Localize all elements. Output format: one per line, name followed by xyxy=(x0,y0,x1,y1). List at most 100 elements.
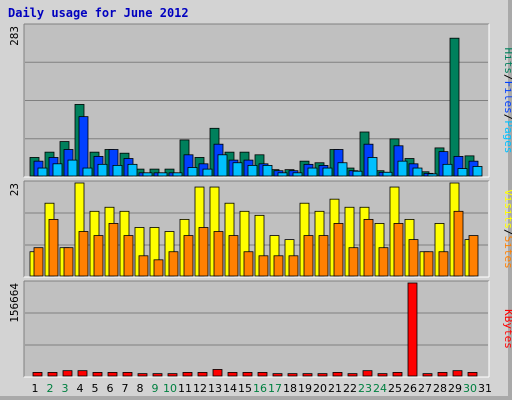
x-tick-label-6: 6 xyxy=(107,382,114,395)
legend-sites: Sites xyxy=(502,236,512,269)
bar-kbytes-day-7 xyxy=(122,372,133,377)
bar-sites-day-25 xyxy=(393,223,404,277)
bar-sites-day-24 xyxy=(378,247,389,277)
bar-pages-day-26 xyxy=(412,167,423,177)
x-tick-label-27: 27 xyxy=(418,382,432,395)
x-tick-label-7: 7 xyxy=(122,382,129,395)
bar-sites-day-12 xyxy=(198,227,209,277)
bar-kbytes-day-30 xyxy=(467,372,478,377)
legend-separator: / xyxy=(502,114,512,121)
bar-pages-day-2 xyxy=(52,163,63,177)
bar-pages-day-25 xyxy=(397,160,408,177)
bar-pages-day-16 xyxy=(262,164,273,177)
x-tick-label-2: 2 xyxy=(47,382,54,395)
bar-pages-day-30 xyxy=(472,166,483,177)
legend-visits: Visits xyxy=(502,189,512,229)
bar-pages-day-29 xyxy=(457,168,468,177)
x-tick-label-10: 10 xyxy=(163,382,177,395)
x-tick-label-18: 18 xyxy=(283,382,297,395)
legend-pages: Pages xyxy=(502,120,512,153)
bar-sites-day-17 xyxy=(273,255,284,277)
bar-pages-day-6 xyxy=(112,164,123,177)
bar-pages-day-22 xyxy=(352,170,363,177)
x-tick-label-3: 3 xyxy=(62,382,69,395)
bar-kbytes-day-8 xyxy=(137,373,148,377)
bar-pages-day-8 xyxy=(142,172,153,177)
bar-pages-day-5 xyxy=(97,163,108,177)
bar-pages-day-9 xyxy=(157,172,168,177)
bar-kbytes-day-4 xyxy=(77,370,88,377)
bar-sites-day-10 xyxy=(168,251,179,277)
legend-separator: / xyxy=(502,229,512,236)
bar-kbytes-day-15 xyxy=(242,372,253,377)
bar-kbytes-day-25 xyxy=(392,372,403,377)
bar-kbytes-day-9 xyxy=(152,373,163,377)
legend-2: Visits/Sites xyxy=(502,189,512,269)
bar-sites-day-16 xyxy=(258,255,269,277)
bar-kbytes-day-27 xyxy=(422,373,433,377)
x-tick-label-11: 11 xyxy=(178,382,192,395)
bar-pages-day-13 xyxy=(217,154,228,177)
x-tick-label-12: 12 xyxy=(193,382,207,395)
x-tick-label-24: 24 xyxy=(373,382,387,395)
bar-kbytes-day-6 xyxy=(107,372,118,377)
bar-sites-day-28 xyxy=(438,251,449,277)
bar-sites-day-6 xyxy=(108,223,119,277)
bar-sites-day-14 xyxy=(228,235,239,277)
bar-pages-day-10 xyxy=(172,172,183,177)
x-tick-label-26: 26 xyxy=(403,382,417,395)
chart-title: Daily usage for June 2012 xyxy=(8,6,189,20)
bar-sites-day-18 xyxy=(288,255,299,277)
legend-1: Hits/Files/Pages xyxy=(502,48,512,154)
x-tick-label-13: 13 xyxy=(208,382,222,395)
bar-sites-day-8 xyxy=(138,255,149,277)
bar-sites-day-22 xyxy=(348,247,359,277)
bar-pages-day-24 xyxy=(382,171,393,177)
bar-sites-day-15 xyxy=(243,251,254,277)
x-tick-label-16: 16 xyxy=(253,382,267,395)
bar-sites-day-9 xyxy=(153,259,164,277)
bar-kbytes-day-29 xyxy=(452,370,463,377)
x-tick-label-5: 5 xyxy=(92,382,99,395)
bar-sites-day-7 xyxy=(123,235,134,277)
x-tick-label-30: 30 xyxy=(463,382,477,395)
x-tick-label-15: 15 xyxy=(238,382,252,395)
bar-pages-day-27 xyxy=(427,173,438,177)
bar-kbytes-day-10 xyxy=(167,373,178,377)
bar-kbytes-day-22 xyxy=(347,373,358,377)
x-tick-label-17: 17 xyxy=(268,382,282,395)
bar-sites-day-13 xyxy=(213,231,224,277)
bar-sites-day-26 xyxy=(408,239,419,277)
x-tick-label-23: 23 xyxy=(358,382,372,395)
bar-pages-day-4 xyxy=(82,167,93,177)
bar-kbytes-day-26 xyxy=(407,282,418,377)
bar-kbytes-day-5 xyxy=(92,372,103,377)
bar-kbytes-day-23 xyxy=(362,370,373,377)
bar-pages-day-28 xyxy=(442,163,453,177)
bar-hits-day-29 xyxy=(449,37,460,177)
x-tick-label-9: 9 xyxy=(152,382,159,395)
bar-kbytes-day-21 xyxy=(332,372,343,377)
bar-pages-day-7 xyxy=(127,163,138,177)
bar-pages-day-3 xyxy=(67,159,78,177)
bar-sites-day-19 xyxy=(303,235,314,277)
legend-files: Files xyxy=(502,81,512,114)
bar-pages-day-15 xyxy=(247,164,258,177)
bar-kbytes-day-13 xyxy=(212,369,223,377)
bar-kbytes-day-3 xyxy=(62,370,73,377)
bar-pages-day-18 xyxy=(292,172,303,177)
bar-pages-day-1 xyxy=(37,167,48,177)
y-max-label: 283 xyxy=(8,26,21,46)
legend-3: KBytes xyxy=(502,309,512,349)
x-tick-label-31: 31 xyxy=(478,382,492,395)
x-tick-label-20: 20 xyxy=(313,382,327,395)
bar-sites-day-1 xyxy=(33,247,44,277)
bar-sites-day-5 xyxy=(93,235,104,277)
y-max-label: 23 xyxy=(8,183,21,196)
bar-pages-day-20 xyxy=(322,167,333,177)
legend-kbytes: KBytes xyxy=(502,309,512,349)
bar-sites-day-29 xyxy=(453,210,464,277)
bar-kbytes-day-17 xyxy=(272,373,283,377)
x-tick-label-22: 22 xyxy=(343,382,357,395)
